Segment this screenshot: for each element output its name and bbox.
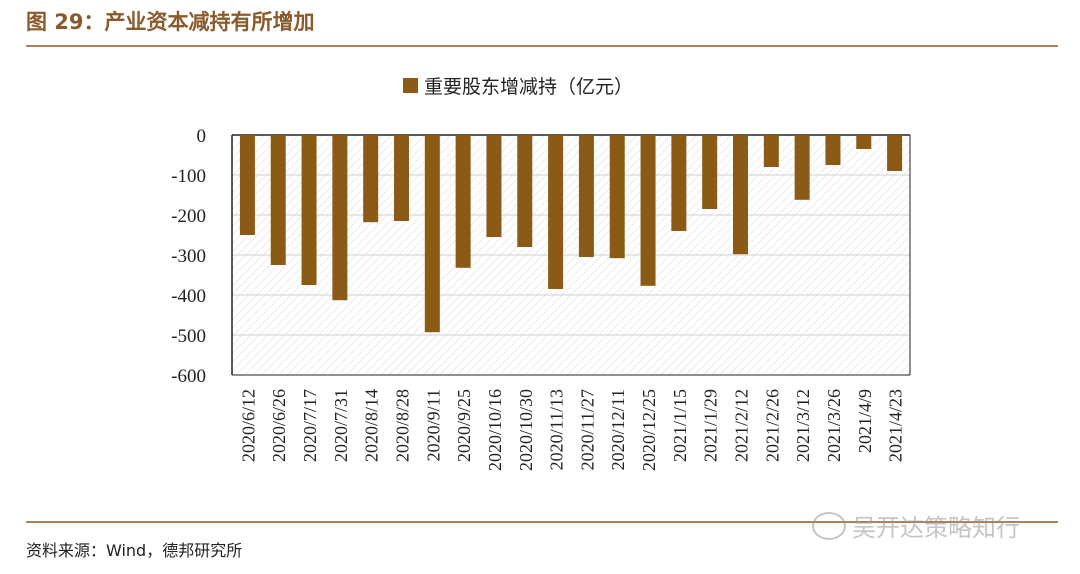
bar (640, 135, 656, 286)
x-tick-label: 2021/3/12 (793, 389, 813, 462)
bar (702, 135, 718, 209)
figure-title: 图 29：产业资本减持有所增加 (26, 10, 315, 34)
y-tick-label: -500 (171, 326, 206, 347)
x-tick-label: 2020/9/25 (454, 389, 474, 462)
bar (609, 135, 625, 259)
x-tick-label: 2020/11/27 (577, 389, 597, 470)
bar (763, 135, 779, 167)
x-tick-label: 2020/7/31 (331, 389, 351, 462)
x-tick-label: 2021/4/9 (855, 389, 875, 453)
bar-chart: 重要股东增减持（亿元） 0 -100 -200 -300 -400 -500 -600 2020… (171, 76, 911, 471)
bar (455, 135, 471, 268)
x-tick-label: 2021/1/15 (670, 389, 690, 462)
y-tick-label: -300 (171, 246, 206, 267)
x-tick-label: 2020/12/11 (608, 389, 628, 470)
bar (548, 135, 564, 289)
bar (270, 135, 286, 265)
x-tick-label: 2021/2/26 (762, 389, 782, 462)
wechat-icon (812, 511, 846, 540)
bottom-rule (26, 521, 1058, 523)
x-tick-label: 2020/10/16 (485, 389, 505, 471)
y-tick-label: -100 (171, 166, 206, 187)
x-tick-label: 2021/2/12 (732, 389, 752, 462)
x-tick-label: 2021/3/26 (824, 389, 844, 462)
bar (301, 135, 317, 285)
x-tick-label: 2020/12/25 (639, 389, 659, 471)
legend-label: 重要股东增减持（亿元） (424, 76, 633, 98)
x-tick-label: 2020/10/30 (516, 389, 536, 471)
bar (424, 135, 440, 333)
bar (239, 135, 255, 235)
bar (363, 135, 379, 223)
x-tick-label: 2021/1/29 (701, 389, 721, 462)
bar (856, 135, 872, 149)
x-tick-label: 2020/7/17 (300, 389, 320, 462)
bar (332, 135, 348, 301)
bar (517, 135, 533, 247)
bar (733, 135, 748, 255)
bar (578, 135, 594, 257)
y-tick-label: -400 (171, 286, 206, 307)
y-tick-label: -600 (171, 366, 206, 387)
bar (394, 135, 409, 221)
bar (794, 135, 810, 200)
x-tick-label: 2020/11/13 (547, 389, 567, 470)
x-tick-label: 2020/6/12 (238, 389, 258, 462)
x-tick-label: 2020/8/28 (393, 389, 413, 462)
bar (486, 135, 502, 237)
source-note: 资料来源：Wind，德邦研究所 (26, 541, 243, 560)
x-tick-label: 2020/6/26 (269, 389, 289, 462)
x-tick-label: 2021/4/23 (886, 389, 906, 462)
x-tick-label: 2020/8/14 (362, 389, 382, 462)
bar (887, 135, 903, 171)
watermark: 吴开达策略知行 (812, 508, 1020, 543)
bar (825, 135, 841, 165)
top-rule (26, 45, 1058, 47)
bar (671, 135, 687, 231)
legend: 重要股东增减持（亿元） (403, 76, 633, 98)
y-tick-label: 0 (197, 126, 207, 147)
watermark-text: 吴开达策略知行 (852, 514, 1020, 542)
y-tick-label: -200 (171, 206, 206, 227)
legend-swatch (403, 78, 418, 93)
x-tick-label: 2020/9/11 (423, 389, 443, 461)
